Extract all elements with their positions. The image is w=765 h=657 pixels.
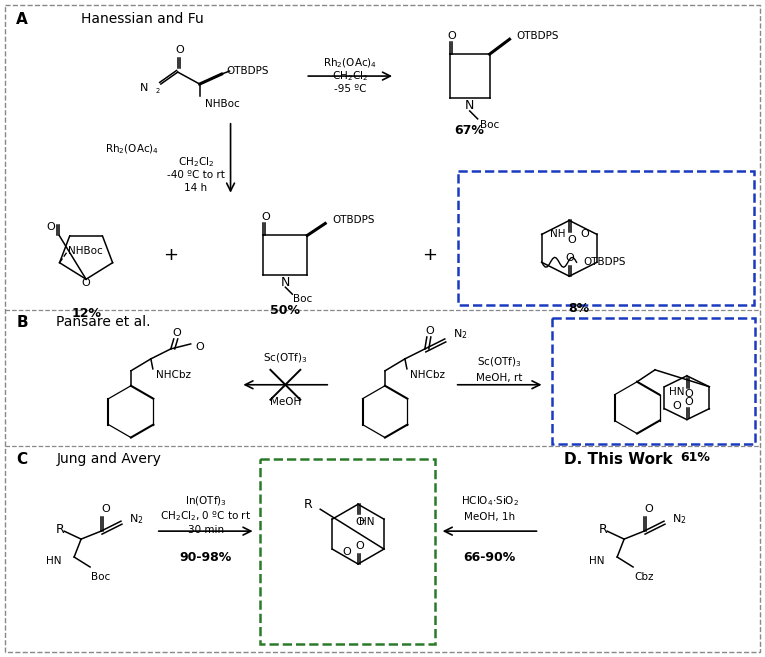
Text: CH$_2$Cl$_2$: CH$_2$Cl$_2$ — [332, 69, 368, 83]
Bar — [552, 318, 754, 443]
Text: OTBDPS: OTBDPS — [516, 32, 559, 41]
Bar — [260, 459, 435, 644]
Text: Boc: Boc — [91, 572, 110, 582]
Text: NHBoc: NHBoc — [205, 99, 239, 109]
Text: O: O — [172, 328, 181, 338]
Text: Pansare et al.: Pansare et al. — [56, 315, 151, 329]
Text: N: N — [281, 276, 290, 288]
Text: MeOH, 1h: MeOH, 1h — [464, 512, 515, 522]
Text: Rh$_2$(OAc)$_4$: Rh$_2$(OAc)$_4$ — [323, 57, 377, 70]
Text: HClO$_4$$\cdot$SiO$_2$: HClO$_4$$\cdot$SiO$_2$ — [461, 494, 519, 508]
Text: B: B — [16, 315, 28, 330]
Text: Jung and Avery: Jung and Avery — [56, 453, 161, 466]
Text: HN: HN — [589, 556, 604, 566]
Text: O: O — [685, 397, 693, 407]
Text: O: O — [672, 401, 681, 411]
Text: Boc: Boc — [480, 120, 499, 130]
Text: N: N — [465, 99, 474, 112]
Text: HN: HN — [359, 517, 374, 527]
Text: Cbz: Cbz — [634, 572, 653, 582]
Text: O: O — [567, 235, 576, 245]
Text: -40 ºC to rt: -40 ºC to rt — [167, 170, 225, 179]
Text: O: O — [685, 389, 693, 399]
Text: +: + — [422, 246, 438, 264]
Text: O: O — [102, 504, 110, 514]
Text: 61%: 61% — [680, 451, 710, 464]
Text: Boc: Boc — [293, 294, 313, 304]
Text: MeOH: MeOH — [270, 397, 301, 407]
Text: O: O — [47, 223, 56, 233]
Text: N$_2$: N$_2$ — [672, 512, 686, 526]
Text: O: O — [356, 541, 364, 551]
Text: In(OTf)$_3$: In(OTf)$_3$ — [184, 495, 226, 508]
Text: 12%: 12% — [71, 307, 101, 319]
Text: HN: HN — [669, 387, 685, 397]
Text: Sc(OTf)$_3$: Sc(OTf)$_3$ — [477, 355, 522, 369]
Text: O: O — [175, 45, 184, 55]
Text: O: O — [425, 326, 435, 336]
Text: O: O — [261, 212, 270, 223]
Text: MeOH, rt: MeOH, rt — [477, 373, 522, 383]
Text: N: N — [139, 83, 148, 93]
Text: NHBoc: NHBoc — [67, 246, 103, 256]
Text: O: O — [196, 342, 204, 352]
Text: NHCbz: NHCbz — [156, 370, 190, 380]
Text: +: + — [163, 246, 178, 264]
Text: CH$_2$Cl$_2$, 0 ºC to rt: CH$_2$Cl$_2$, 0 ºC to rt — [160, 509, 251, 523]
Text: C: C — [16, 452, 28, 467]
Text: OTBDPS: OTBDPS — [584, 258, 626, 267]
Text: O: O — [645, 504, 653, 514]
Text: 67%: 67% — [454, 124, 484, 137]
Text: NHCbz: NHCbz — [410, 370, 445, 380]
Text: N$_2$: N$_2$ — [453, 327, 467, 341]
Text: O: O — [356, 517, 364, 527]
Text: HN: HN — [46, 556, 61, 566]
Text: Sc(OTf)$_3$: Sc(OTf)$_3$ — [263, 351, 308, 365]
Text: 8%: 8% — [568, 302, 590, 315]
Text: 90-98%: 90-98% — [180, 551, 232, 564]
Text: 30 min: 30 min — [187, 525, 223, 535]
Text: R: R — [599, 523, 608, 535]
Text: OTBDPS: OTBDPS — [332, 215, 375, 225]
Text: R: R — [304, 498, 313, 510]
Text: 14 h: 14 h — [184, 183, 207, 193]
Text: OTBDPS: OTBDPS — [226, 66, 269, 76]
Text: NH: NH — [550, 229, 565, 239]
Text: O: O — [82, 278, 90, 288]
Text: N$_2$: N$_2$ — [129, 512, 144, 526]
Text: Rh$_2$(OAc)$_4$: Rh$_2$(OAc)$_4$ — [105, 142, 159, 156]
Text: 50%: 50% — [270, 304, 301, 317]
Text: Hanessian and Fu: Hanessian and Fu — [81, 12, 203, 26]
Text: R: R — [56, 523, 65, 535]
Text: O: O — [342, 547, 351, 557]
Text: -95 ºC: -95 ºC — [334, 84, 366, 94]
Text: $_2$: $_2$ — [155, 86, 161, 96]
Text: CH$_2$Cl$_2$: CH$_2$Cl$_2$ — [177, 155, 213, 169]
Bar — [457, 171, 754, 305]
Text: O: O — [448, 32, 456, 41]
Text: A: A — [16, 12, 28, 27]
Text: D. This Work: D. This Work — [565, 452, 673, 467]
Text: O: O — [565, 254, 574, 263]
Text: O: O — [581, 229, 589, 239]
Text: 66-90%: 66-90% — [464, 551, 516, 564]
